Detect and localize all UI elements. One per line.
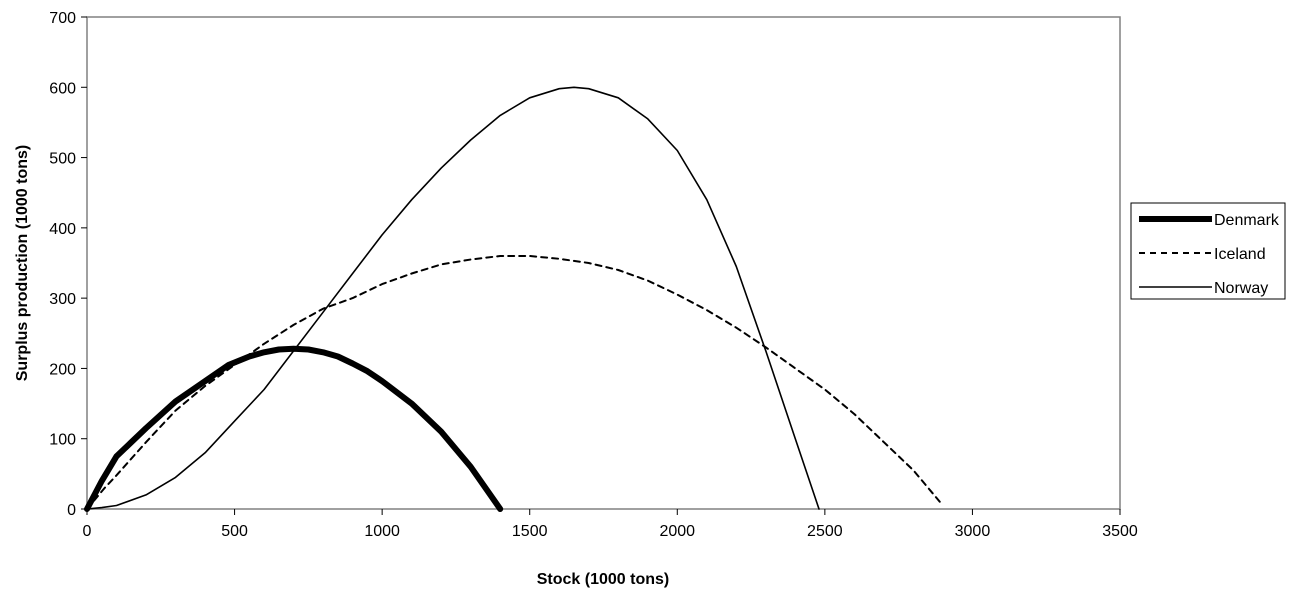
x-axis-title: Stock (1000 tons) bbox=[537, 571, 669, 588]
x-tick-label: 3000 bbox=[955, 523, 991, 540]
y-tick-label: 100 bbox=[49, 432, 76, 449]
y-tick-label: 300 bbox=[49, 291, 76, 308]
y-tick-label: 600 bbox=[49, 80, 76, 97]
legend: Denmark Iceland Norway bbox=[1139, 212, 1280, 297]
x-tick-label: 0 bbox=[83, 523, 92, 540]
legend-label-denmark: Denmark bbox=[1214, 212, 1280, 229]
series-line-iceland bbox=[86, 255, 944, 510]
legend-label-norway: Norway bbox=[1214, 280, 1268, 297]
series-layer bbox=[84, 86, 944, 512]
x-tick-label: 3500 bbox=[1102, 523, 1138, 540]
x-tick-label: 2500 bbox=[807, 523, 843, 540]
y-tick-label: 400 bbox=[49, 221, 76, 238]
y-tick-label: 500 bbox=[49, 151, 76, 168]
series-line-denmark bbox=[84, 345, 504, 512]
y-tick-label: 200 bbox=[49, 361, 76, 378]
plot-area bbox=[86, 16, 1121, 510]
x-tick-label: 2000 bbox=[659, 523, 695, 540]
series-line-norway bbox=[86, 86, 820, 510]
y-tick-label: 0 bbox=[67, 502, 76, 519]
x-tick-label: 1500 bbox=[512, 523, 548, 540]
y-tick-label: 700 bbox=[49, 10, 76, 27]
x-tick-label: 500 bbox=[221, 523, 248, 540]
x-tick-label: 1000 bbox=[364, 523, 400, 540]
axes: 0 100 200 300 400 500 600 700 0 500 1000 1500 2000 25… bbox=[49, 10, 1138, 540]
y-axis-title: Surplus production (1000 tons) bbox=[14, 145, 31, 381]
legend-label-iceland: Iceland bbox=[1214, 246, 1266, 263]
